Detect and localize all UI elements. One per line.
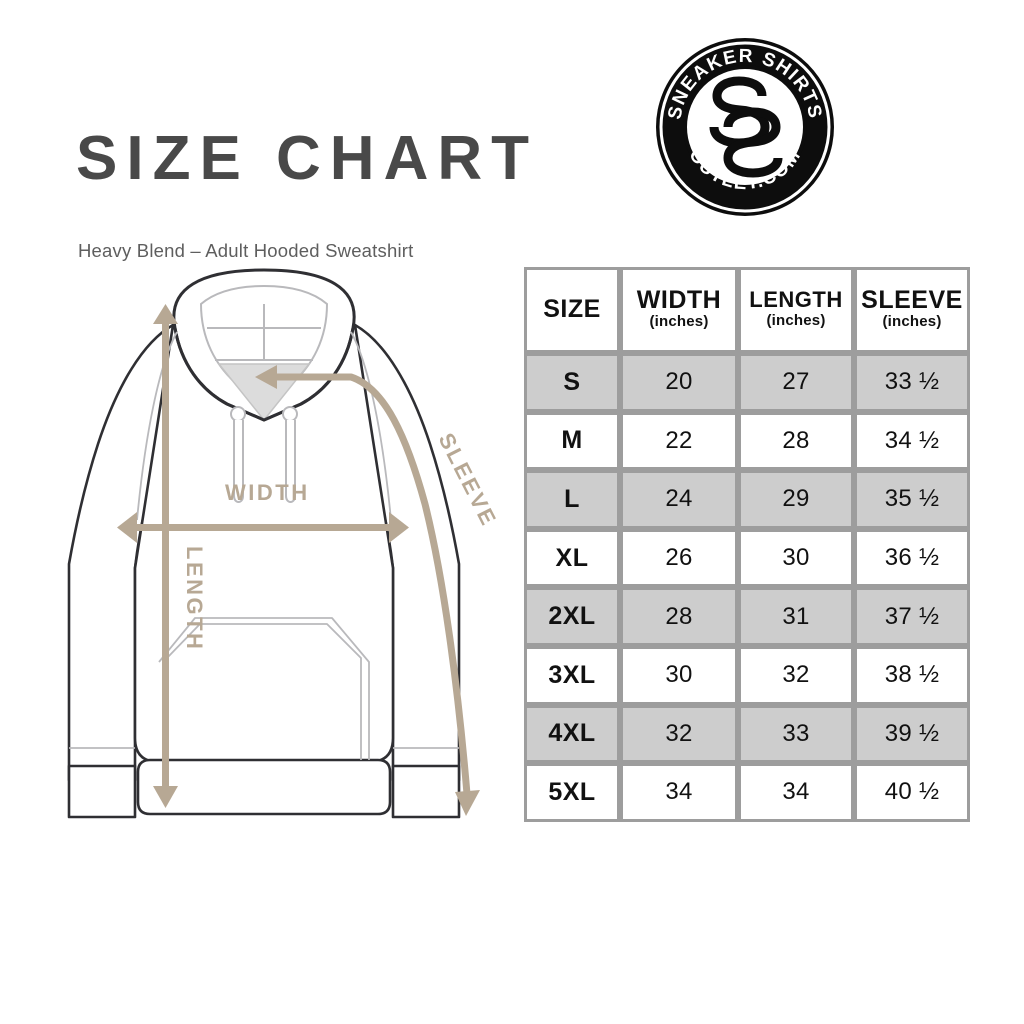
table-row: XL 26 30 36 ½ (524, 528, 970, 588)
cell-width: 24 (620, 470, 738, 529)
hoodie-drawstrings (230, 406, 298, 503)
brand-logo-icon: SNEAKER SHIRTS OUTLET.COM (656, 38, 834, 216)
cell-size: XL (524, 528, 620, 588)
table-row: 2XL 28 31 37 ½ (524, 587, 970, 646)
table-row: S 20 27 33 ½ (524, 353, 970, 412)
cell-width: 20 (620, 353, 738, 412)
column-header-sleeve-unit: (inches) (882, 313, 942, 331)
cell-sleeve: 36 ½ (854, 528, 970, 588)
logo-monogram-icon (709, 76, 783, 178)
table-row: 5XL 34 34 40 ½ (524, 763, 970, 822)
cell-size: M (524, 411, 620, 471)
cell-length: 28 (738, 411, 854, 471)
column-header-sleeve: SLEEVE (inches) (854, 267, 970, 353)
table-row: L 24 29 35 ½ (524, 470, 970, 529)
column-header-width-unit: (inches) (649, 313, 709, 331)
size-table-container: SIZE WIDTH (inches) LENGTH (inches) SLEE… (524, 267, 970, 822)
cell-width: 32 (620, 704, 738, 764)
cell-length: 29 (738, 470, 854, 529)
cell-size: 4XL (524, 704, 620, 764)
hoodie-seam-lines (69, 331, 459, 749)
table-row: 3XL 30 32 38 ½ (524, 645, 970, 705)
cell-sleeve: 33 ½ (854, 353, 970, 412)
column-header-sleeve-label: SLEEVE (861, 285, 963, 314)
cell-length: 27 (738, 353, 854, 412)
column-header-width-label: WIDTH (636, 285, 722, 314)
page-title: SIZE CHART (76, 124, 538, 193)
cell-length: 33 (738, 704, 854, 764)
table-row: 4XL 32 33 39 ½ (524, 704, 970, 764)
cell-width: 30 (620, 645, 738, 705)
table-row: M 22 28 34 ½ (524, 411, 970, 471)
table-header-row: SIZE WIDTH (inches) LENGTH (inches) SLEE… (524, 267, 970, 353)
cell-size: S (524, 353, 620, 412)
width-measure-label: WIDTH (225, 480, 310, 505)
column-header-length-unit: (inches) (766, 311, 826, 329)
cell-size: 3XL (524, 645, 620, 705)
hoodie-illustration: WIDTH LENGTH SLEEVE (55, 268, 525, 828)
cell-size: 2XL (524, 587, 620, 646)
cell-width: 22 (620, 411, 738, 471)
cell-size: 5XL (524, 763, 620, 822)
cell-sleeve: 39 ½ (854, 704, 970, 764)
cell-sleeve: 37 ½ (854, 587, 970, 646)
cell-sleeve: 40 ½ (854, 763, 970, 822)
cell-sleeve: 35 ½ (854, 470, 970, 529)
cell-width: 28 (620, 587, 738, 646)
cell-sleeve: 38 ½ (854, 645, 970, 705)
cell-length: 32 (738, 645, 854, 705)
column-header-length-label: LENGTH (749, 287, 843, 313)
width-measure-arrow (117, 512, 409, 543)
page-subtitle: Heavy Blend – Adult Hooded Sweatshirt (78, 240, 414, 261)
size-table: SIZE WIDTH (inches) LENGTH (inches) SLEE… (524, 267, 970, 822)
cell-length: 34 (738, 763, 854, 822)
column-header-width: WIDTH (inches) (620, 267, 738, 353)
cell-sleeve: 34 ½ (854, 411, 970, 471)
cell-width: 34 (620, 763, 738, 822)
hoodie-kangaroo-pocket (158, 617, 370, 760)
column-header-length: LENGTH (inches) (738, 267, 854, 353)
column-header-size: SIZE (524, 267, 620, 353)
column-header-size-label: SIZE (543, 295, 601, 324)
cell-size: L (524, 470, 620, 529)
brand-logo: SNEAKER SHIRTS OUTLET.COM (654, 36, 836, 218)
cell-length: 30 (738, 528, 854, 588)
sleeve-measure-arrow (255, 365, 480, 816)
cell-length: 31 (738, 587, 854, 646)
size-table-body: S 20 27 33 ½ M 22 28 34 ½ L 24 29 35 ½ (524, 353, 970, 822)
length-measure-arrow (153, 304, 178, 808)
length-measure-label: LENGTH (182, 546, 207, 651)
cell-width: 26 (620, 528, 738, 588)
